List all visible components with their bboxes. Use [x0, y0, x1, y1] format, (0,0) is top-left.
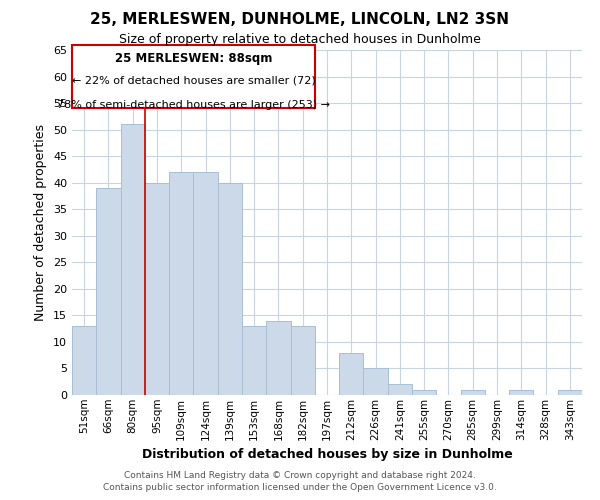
X-axis label: Distribution of detached houses by size in Dunholme: Distribution of detached houses by size … [142, 448, 512, 461]
Bar [388, 384, 412, 395]
Bar [121, 124, 145, 395]
Text: 25, MERLESWEN, DUNHOLME, LINCOLN, LN2 3SN: 25, MERLESWEN, DUNHOLME, LINCOLN, LN2 3S… [91, 12, 509, 28]
Text: Size of property relative to detached houses in Dunholme: Size of property relative to detached ho… [119, 32, 481, 46]
Text: ← 22% of detached houses are smaller (72): ← 22% of detached houses are smaller (72… [71, 76, 316, 86]
FancyBboxPatch shape [72, 44, 315, 108]
Bar [290, 326, 315, 395]
Bar [96, 188, 121, 395]
Bar [339, 352, 364, 395]
Bar [364, 368, 388, 395]
Bar [72, 326, 96, 395]
Bar [242, 326, 266, 395]
Bar [145, 182, 169, 395]
Text: 78% of semi-detached houses are larger (253) →: 78% of semi-detached houses are larger (… [57, 100, 330, 110]
Bar [218, 182, 242, 395]
Bar [266, 320, 290, 395]
Bar [412, 390, 436, 395]
Bar [461, 390, 485, 395]
Bar [169, 172, 193, 395]
Text: 25 MERLESWEN: 88sqm: 25 MERLESWEN: 88sqm [115, 52, 272, 64]
Text: Contains HM Land Registry data © Crown copyright and database right 2024.: Contains HM Land Registry data © Crown c… [124, 471, 476, 480]
Bar [558, 390, 582, 395]
Bar [509, 390, 533, 395]
Y-axis label: Number of detached properties: Number of detached properties [34, 124, 47, 321]
Text: Contains public sector information licensed under the Open Government Licence v3: Contains public sector information licen… [103, 484, 497, 492]
Bar [193, 172, 218, 395]
